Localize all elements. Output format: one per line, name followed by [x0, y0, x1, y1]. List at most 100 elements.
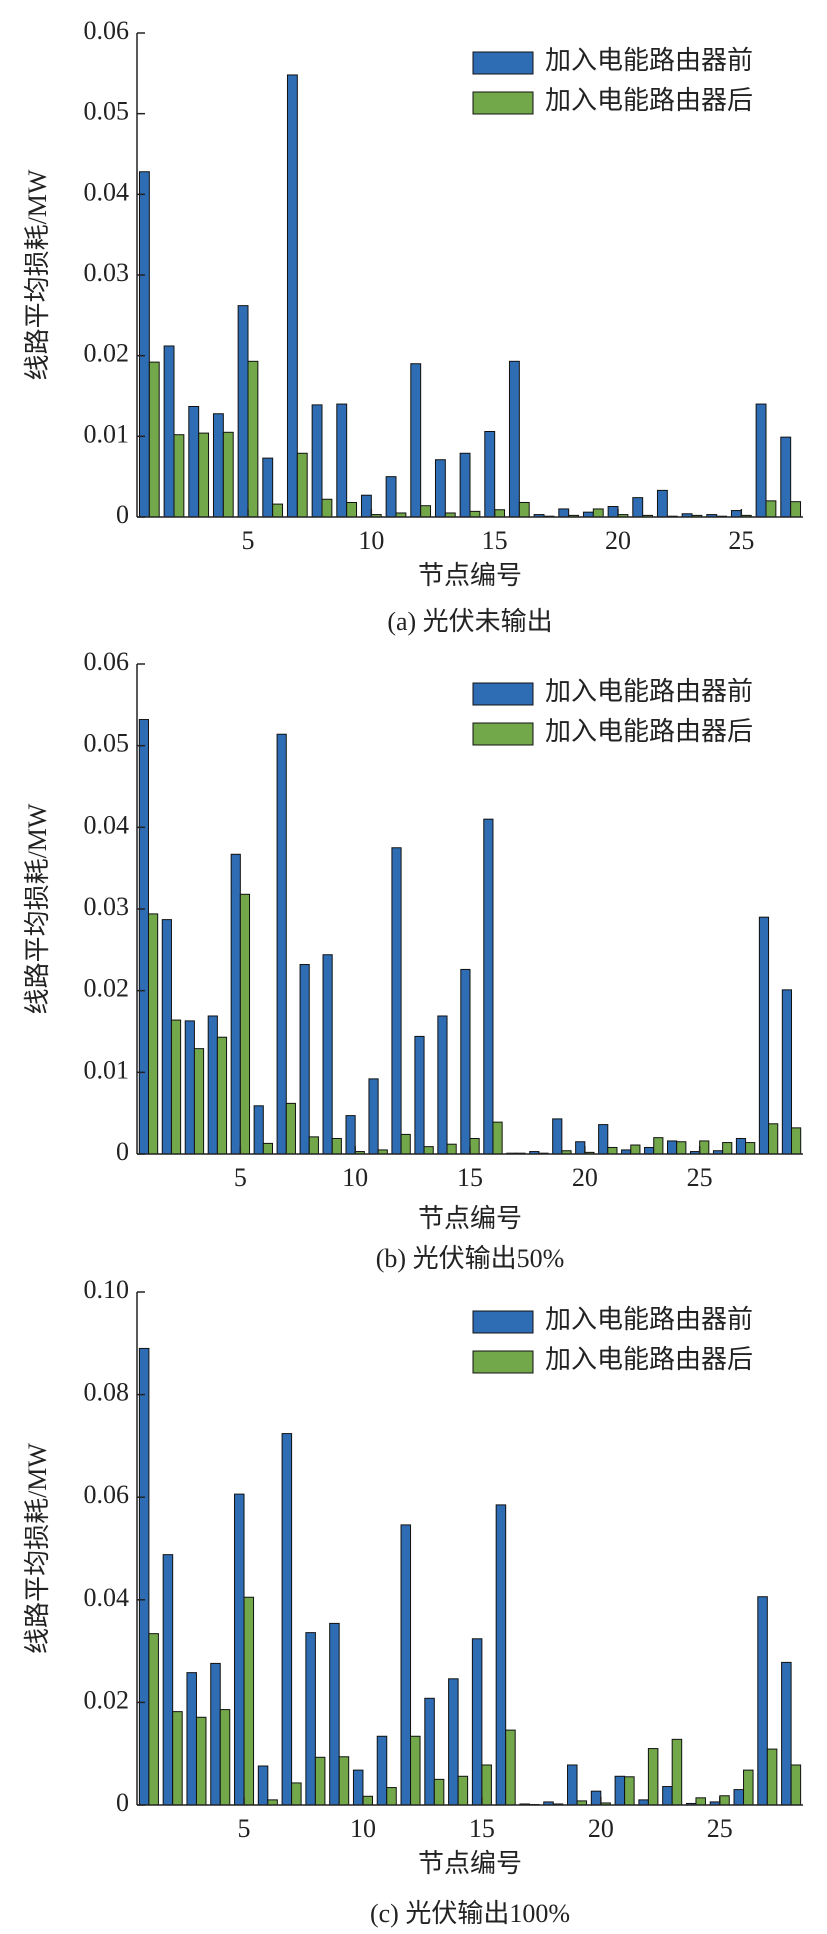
bar: [173, 434, 185, 518]
bar: [391, 847, 402, 1155]
bar: [423, 1146, 434, 1155]
bar: [195, 1716, 207, 1806]
bar: [791, 1127, 802, 1155]
bar: [400, 1524, 412, 1806]
bar: [448, 1678, 459, 1806]
bar: [272, 503, 284, 518]
bar: [376, 1735, 388, 1806]
bar: [575, 1141, 586, 1155]
y-axis-label: 线路平均损耗/MW: [23, 1443, 52, 1654]
bar: [329, 1622, 340, 1806]
bar: [434, 459, 446, 518]
bar: [345, 1115, 356, 1155]
caption: (b) 光伏输出50%: [376, 1244, 564, 1273]
y-tick-label: 0.01: [84, 419, 130, 448]
y-tick-label: 0.10: [84, 1275, 130, 1304]
bar: [558, 508, 570, 518]
y-tick-label: 0.04: [84, 810, 130, 839]
bar: [281, 1433, 293, 1806]
bar: [207, 1015, 218, 1155]
bar: [285, 1102, 296, 1155]
bar: [743, 1769, 754, 1806]
bar: [424, 1697, 435, 1806]
legend-label: 加入电能路由器后: [545, 86, 753, 115]
x-axis-label: 节点编号: [418, 1204, 522, 1233]
bar: [186, 1672, 197, 1806]
bar: [291, 1782, 302, 1806]
bar: [437, 1015, 448, 1155]
bar: [243, 1596, 255, 1806]
bar: [459, 452, 471, 518]
bar: [138, 1347, 150, 1806]
bar: [781, 989, 793, 1155]
bar: [420, 505, 432, 518]
x-tick-label: 15: [469, 1814, 495, 1843]
bar: [733, 1789, 745, 1806]
bar: [212, 413, 224, 518]
y-tick-label: 0.01: [84, 1055, 130, 1084]
bar: [222, 431, 234, 518]
caption: (a) 光伏未输出: [387, 607, 552, 636]
bar: [552, 1118, 563, 1155]
bar: [469, 1137, 480, 1155]
y-tick-label: 0.06: [84, 647, 130, 676]
x-tick-label: 20: [605, 526, 631, 555]
bar: [446, 1143, 457, 1155]
y-axis-label: 线路平均损耗/MW: [23, 169, 52, 380]
chart-panel: 0 0.01 0.02 0.03 0.04 0.05 0.06 5 10 15 20 25 节点编号 (b…: [23, 647, 803, 1273]
bar: [308, 1136, 319, 1155]
bar: [676, 1141, 687, 1155]
bar: [607, 506, 619, 518]
bar: [386, 1787, 397, 1806]
legend-swatch: [472, 722, 534, 746]
bar: [722, 1142, 733, 1155]
bar: [624, 1776, 635, 1806]
legend-swatch: [472, 1350, 534, 1374]
bar: [644, 1146, 655, 1155]
y-tick-label: 0.08: [84, 1378, 130, 1407]
x-tick-label: 10: [350, 1814, 376, 1843]
legend-swatch: [472, 682, 534, 706]
x-tick-label: 25: [728, 526, 754, 555]
bar: [262, 1142, 273, 1155]
chart-panel: 0 0.02 0.04 0.06 0.08 0.10 5 10 15 20 25 节点编号 (c) 光伏…: [23, 1275, 803, 1928]
legend-label: 加入电能路由器前: [545, 677, 753, 706]
bar: [719, 1795, 730, 1806]
bar: [138, 719, 149, 1155]
bar: [321, 498, 333, 518]
y-tick-label: 0.06: [84, 16, 130, 45]
bar: [148, 361, 160, 518]
x-tick-label: 25: [687, 1163, 713, 1192]
bar: [172, 1711, 183, 1806]
bar: [781, 1661, 792, 1806]
bar: [768, 1123, 779, 1155]
y-tick-label: 0.03: [84, 258, 130, 287]
bar: [247, 360, 259, 518]
x-tick-label: 15: [482, 526, 508, 555]
bar: [469, 510, 481, 518]
bar: [188, 405, 200, 518]
bar: [505, 1729, 516, 1806]
bar: [662, 1786, 673, 1806]
bar: [193, 1048, 205, 1155]
y-tick-label: 0.05: [84, 729, 130, 758]
bar: [656, 489, 668, 518]
bar: [518, 501, 530, 518]
bar: [336, 403, 348, 518]
bar: [147, 913, 159, 1155]
bar: [148, 1633, 159, 1806]
chart-panel: 0 0.01 0.02 0.03 0.04 0.05 0.06 5 10 15 20 25 节点编号 (a…: [23, 16, 803, 636]
bar: [630, 1144, 641, 1155]
bar: [494, 509, 506, 518]
legend-swatch: [472, 91, 534, 115]
bar: [385, 476, 397, 518]
bar: [590, 1790, 602, 1806]
bar: [410, 1735, 421, 1806]
bar: [484, 430, 496, 518]
bar: [400, 1133, 411, 1155]
legend-label: 加入电能路由器前: [545, 46, 753, 75]
bar: [368, 1078, 379, 1155]
bar: [253, 1105, 264, 1155]
bar: [299, 964, 310, 1155]
